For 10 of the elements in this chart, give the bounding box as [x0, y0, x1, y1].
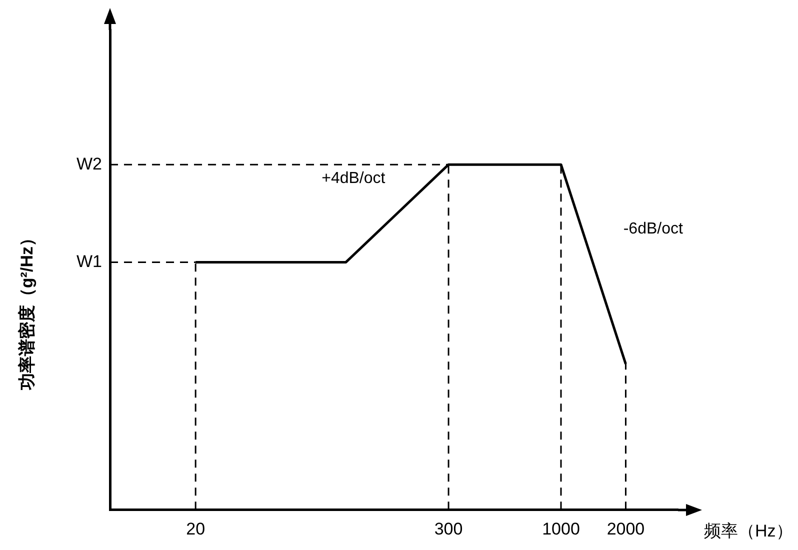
annotation: -6dB/oct: [623, 220, 684, 238]
x-tick-label: 2000: [606, 519, 645, 538]
x-tick-label: 1000: [542, 519, 580, 538]
x-axis-title: 频率（Hz）: [704, 521, 793, 540]
x-tick-label: 300: [434, 519, 463, 538]
ref-line-label: W2: [76, 154, 102, 174]
y-axis-title: 功率谱密度（g²/Hz）: [18, 230, 37, 392]
ref-line-label: W1: [76, 252, 102, 271]
annotation: +4dB/oct: [322, 170, 386, 187]
x-tick-label: 20: [186, 519, 206, 538]
